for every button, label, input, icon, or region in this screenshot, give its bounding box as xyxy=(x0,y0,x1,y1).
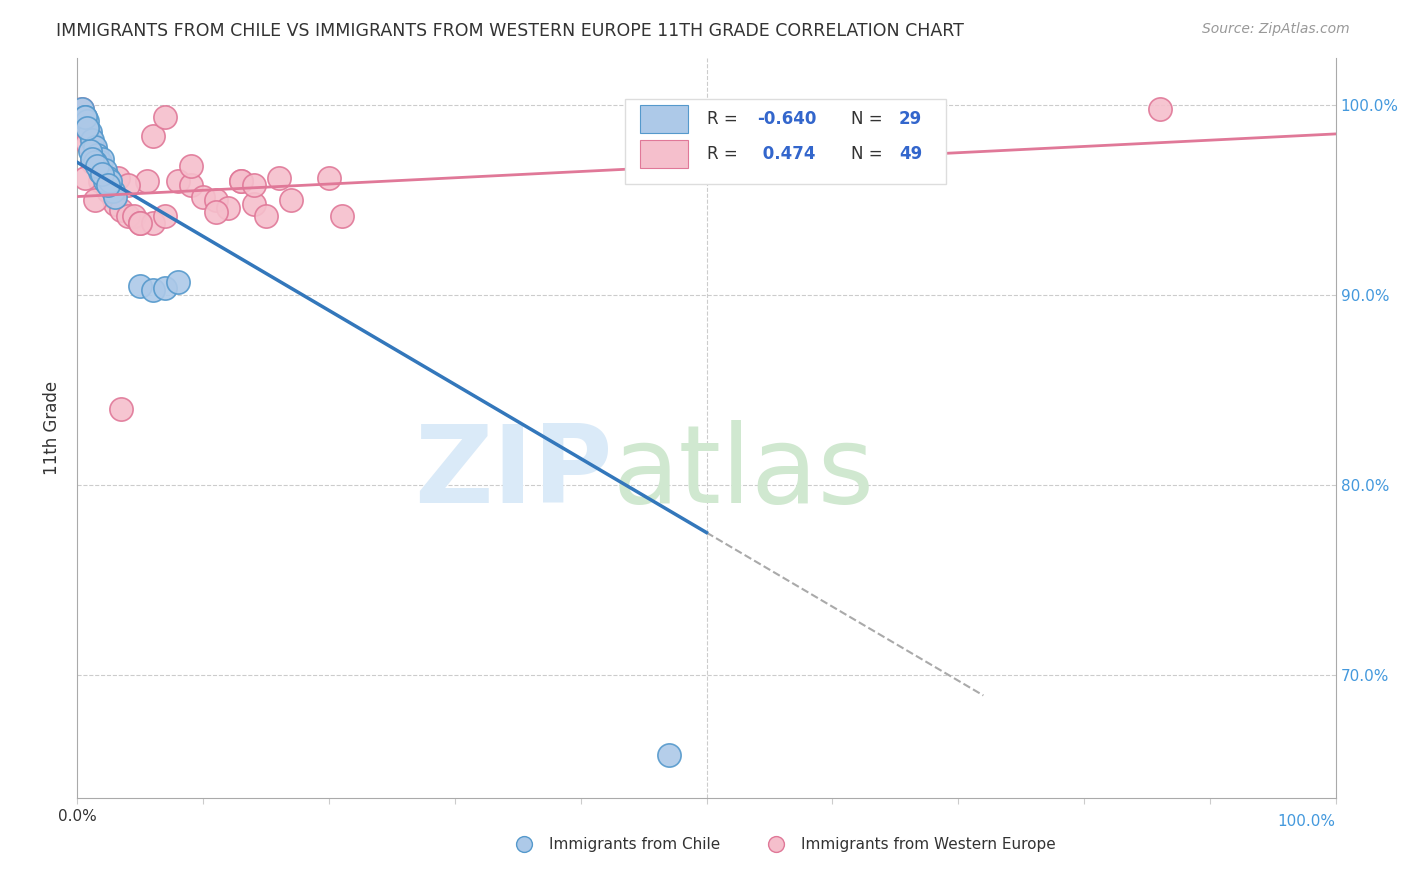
Point xyxy=(117,178,139,193)
Point xyxy=(89,174,111,188)
Point xyxy=(167,275,190,289)
Point xyxy=(129,216,152,230)
Point xyxy=(155,209,177,223)
Point xyxy=(101,184,124,198)
Point xyxy=(96,178,118,193)
Point xyxy=(82,133,104,147)
Point xyxy=(110,402,132,417)
Point xyxy=(280,194,302,208)
Point xyxy=(73,110,96,124)
Point xyxy=(204,204,226,219)
Text: IMMIGRANTS FROM CHILE VS IMMIGRANTS FROM WESTERN EUROPE 11TH GRADE CORRELATION C: IMMIGRANTS FROM CHILE VS IMMIGRANTS FROM… xyxy=(56,22,965,40)
Point xyxy=(155,281,177,295)
Point xyxy=(104,197,127,211)
Text: 0.474: 0.474 xyxy=(756,145,815,163)
Text: 100.0%: 100.0% xyxy=(1278,814,1336,829)
Point xyxy=(110,202,132,217)
Point xyxy=(180,159,202,173)
Point xyxy=(242,178,264,193)
Point xyxy=(96,178,118,193)
Text: N =: N = xyxy=(851,145,889,163)
Point xyxy=(96,170,118,185)
Text: N =: N = xyxy=(851,111,889,128)
Point xyxy=(76,121,98,136)
FancyBboxPatch shape xyxy=(640,140,688,169)
Point xyxy=(79,128,101,143)
Point xyxy=(318,170,340,185)
Point xyxy=(91,167,114,181)
Point xyxy=(94,174,117,188)
Text: Immigrants from Chile: Immigrants from Chile xyxy=(550,837,720,852)
Point xyxy=(94,163,117,178)
Text: Immigrants from Western Europe: Immigrants from Western Europe xyxy=(801,837,1056,852)
Point xyxy=(330,209,353,223)
Point xyxy=(76,136,98,151)
Point xyxy=(191,189,215,203)
Point xyxy=(1149,102,1171,116)
Point xyxy=(142,283,165,297)
FancyBboxPatch shape xyxy=(624,99,946,184)
Point xyxy=(117,209,139,223)
Point xyxy=(94,174,117,188)
Point xyxy=(84,155,107,169)
Point xyxy=(76,121,98,136)
Text: -0.640: -0.640 xyxy=(756,111,817,128)
Point xyxy=(86,148,108,162)
Point xyxy=(155,110,177,124)
Text: 49: 49 xyxy=(898,145,922,163)
Point xyxy=(142,216,165,230)
Point xyxy=(73,110,96,124)
Point xyxy=(84,144,107,158)
Point xyxy=(217,201,239,215)
Point xyxy=(254,209,277,223)
Text: 29: 29 xyxy=(898,111,922,128)
Text: Source: ZipAtlas.com: Source: ZipAtlas.com xyxy=(1202,22,1350,37)
FancyBboxPatch shape xyxy=(640,105,688,134)
Point xyxy=(91,152,114,166)
Point xyxy=(72,102,94,116)
Point xyxy=(73,110,96,124)
Point xyxy=(135,174,157,188)
Point xyxy=(658,747,681,762)
Point xyxy=(91,167,114,181)
Text: ZIP: ZIP xyxy=(413,419,612,525)
Point xyxy=(180,178,202,193)
Point xyxy=(82,152,104,166)
Point xyxy=(122,209,145,223)
Point xyxy=(101,189,124,203)
Point xyxy=(98,174,121,188)
Point xyxy=(89,165,111,179)
Point xyxy=(84,140,107,154)
Point xyxy=(89,155,111,169)
Point xyxy=(79,144,101,158)
Point xyxy=(267,170,290,185)
Point xyxy=(73,170,96,185)
Point xyxy=(229,174,252,188)
Point xyxy=(167,174,190,188)
Point xyxy=(79,125,101,139)
Text: R =: R = xyxy=(707,145,742,163)
Point xyxy=(229,174,252,188)
Point xyxy=(129,278,152,293)
Point xyxy=(89,159,111,173)
Point xyxy=(107,170,129,185)
Text: atlas: atlas xyxy=(612,419,875,525)
Point xyxy=(96,184,118,198)
Point xyxy=(142,128,165,143)
Point xyxy=(76,113,98,128)
Point xyxy=(86,159,108,173)
Y-axis label: 11th Grade: 11th Grade xyxy=(44,381,62,475)
Point xyxy=(204,194,226,208)
Point xyxy=(84,194,107,208)
Point xyxy=(242,197,264,211)
Point xyxy=(86,152,108,166)
Point xyxy=(72,102,94,116)
Point xyxy=(82,136,104,151)
Point xyxy=(104,189,127,203)
Text: R =: R = xyxy=(707,111,742,128)
Point xyxy=(82,155,104,169)
Point xyxy=(129,216,152,230)
